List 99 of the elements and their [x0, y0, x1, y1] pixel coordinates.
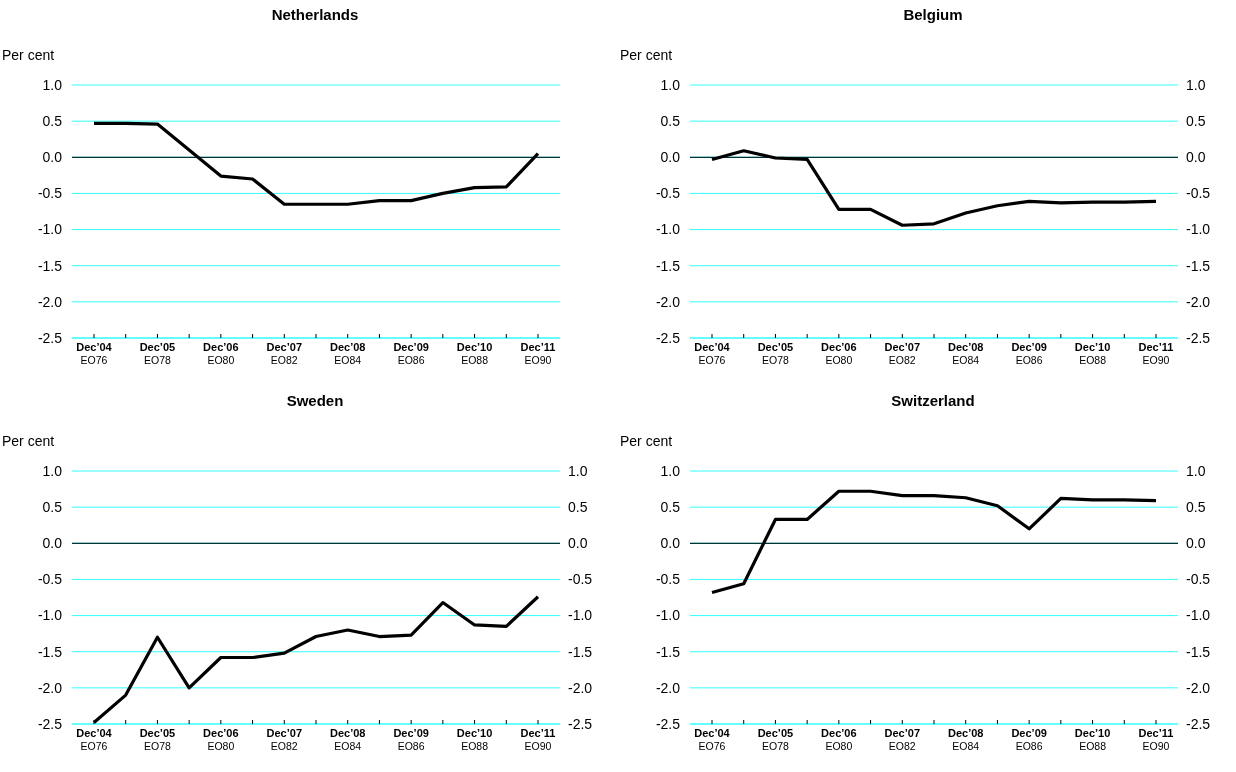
- x-tick-label: Dec’10 EO88: [456, 727, 493, 752]
- y2-tick-label: 0.0: [1186, 535, 1206, 552]
- y-tick-label: -2.0: [655, 293, 681, 310]
- y2-tick-label: 0.0: [568, 535, 588, 552]
- x-tick-label: Dec’08 EO84: [947, 727, 984, 752]
- x-tick-label: Dec’07 EO82: [266, 727, 303, 752]
- line-series: [710, 489, 1158, 595]
- y-tick-label: -2.5: [655, 329, 681, 346]
- x-tick-label: Dec’04 EO76: [694, 727, 731, 752]
- y2-tick-label: -2.5: [1186, 715, 1211, 732]
- y-tick-label: 0.0: [660, 535, 681, 552]
- x-tick-label: Dec’07 EO82: [884, 341, 921, 366]
- y-tick-label: -2.0: [655, 679, 681, 696]
- line-series: [92, 121, 540, 206]
- x-tick-label: Dec’05 EO78: [139, 341, 176, 366]
- chart-title: Netherlands: [271, 6, 359, 23]
- y-tick-label: 0.0: [42, 149, 63, 166]
- line-series: [710, 149, 1158, 227]
- x-tick-label: Dec’07 EO82: [884, 727, 921, 752]
- y-axis-title: Per cent: [620, 433, 673, 449]
- x-tick-label: Dec’09 EO86: [393, 727, 429, 752]
- y2-tick-label: -0.5: [568, 571, 593, 588]
- x-tick-label: Dec’08 EO84: [329, 341, 366, 366]
- y-tick-label: 0.0: [660, 149, 681, 166]
- y-tick-label: 0.5: [660, 113, 681, 130]
- y2-tick-label: -0.5: [1186, 185, 1211, 202]
- y2-tick-label: -2.5: [1186, 329, 1211, 346]
- x-tick-label: Dec’10 EO88: [456, 341, 493, 366]
- chart-title: Sweden: [286, 392, 344, 409]
- y-tick-label: 1.0: [660, 76, 681, 93]
- y-tick-label: -1.0: [37, 221, 63, 238]
- y-tick-label: -0.5: [655, 185, 681, 202]
- y-tick-label: -1.5: [655, 257, 681, 274]
- y-tick-label: -0.5: [655, 571, 681, 588]
- y-tick-label: 0.5: [42, 113, 63, 130]
- chart-title: Belgium: [903, 6, 963, 23]
- x-tick-label: Dec’11 EO90: [520, 341, 556, 366]
- y-axis-title: Per cent: [2, 433, 55, 449]
- x-tick-label: Dec’10 EO88: [1074, 727, 1111, 752]
- y2-tick-label: -1.0: [1186, 607, 1211, 624]
- y2-tick-label: -2.0: [568, 679, 593, 696]
- y2-tick-label: -2.0: [1186, 679, 1211, 696]
- x-tick-label: Dec’11 EO90: [1138, 727, 1174, 752]
- x-tick-label: Dec’08 EO84: [947, 341, 984, 366]
- y-tick-label: -1.0: [655, 607, 681, 624]
- y2-tick-label: 0.5: [1186, 113, 1206, 130]
- x-tick-label: Dec’06 EO80: [821, 727, 857, 752]
- y-tick-label: -1.5: [655, 643, 681, 660]
- y2-tick-label: -0.5: [1186, 571, 1211, 588]
- x-tick-label: Dec’04 EO76: [76, 727, 113, 752]
- x-tick-label: Dec’10 EO88: [1074, 341, 1111, 366]
- y2-tick-label: 0.5: [1186, 499, 1206, 516]
- y2-tick-label: 0.5: [568, 499, 588, 516]
- y2-tick-label: -1.0: [1186, 221, 1211, 238]
- y-tick-label: -1.5: [37, 257, 63, 274]
- x-tick-label: Dec’06 EO80: [203, 727, 239, 752]
- y-tick-label: -2.5: [37, 329, 63, 346]
- y2-tick-label: 1.0: [1186, 462, 1206, 479]
- y-tick-label: -1.0: [655, 221, 681, 238]
- x-tick-label: Dec’05 EO78: [757, 341, 794, 366]
- x-tick-label: Dec’06 EO80: [821, 341, 857, 366]
- y2-tick-label: 0.0: [1186, 149, 1206, 166]
- chart-title: Switzerland: [891, 392, 975, 409]
- x-tick-label: Dec’09 EO86: [393, 341, 429, 366]
- x-tick-label: Dec’05 EO78: [139, 727, 176, 752]
- y-tick-label: -0.5: [37, 571, 63, 588]
- y2-tick-label: -1.5: [1186, 643, 1211, 660]
- y2-tick-label: -1.5: [1186, 257, 1211, 274]
- y-tick-label: 0.5: [660, 499, 681, 516]
- y-tick-label: 1.0: [660, 462, 681, 479]
- y-tick-label: 0.0: [42, 535, 63, 552]
- y-axis-title: Per cent: [620, 47, 673, 63]
- x-tick-label: Dec’06 EO80: [203, 341, 239, 366]
- x-tick-label: Dec’07 EO82: [266, 341, 303, 366]
- y-tick-label: -0.5: [37, 185, 63, 202]
- y-tick-label: 1.0: [42, 76, 63, 93]
- y-tick-label: -2.0: [37, 293, 63, 310]
- y-tick-label: -1.0: [37, 607, 63, 624]
- y2-tick-label: -2.0: [1186, 293, 1211, 310]
- x-tick-label: Dec’08 EO84: [329, 727, 366, 752]
- y-tick-label: -2.0: [37, 679, 63, 696]
- y-tick-label: -1.5: [37, 643, 63, 660]
- y2-tick-label: 1.0: [1186, 76, 1206, 93]
- y-tick-label: -2.5: [37, 715, 63, 732]
- x-tick-label: Dec’09 EO86: [1011, 727, 1047, 752]
- x-tick-label: Dec’09 EO86: [1011, 341, 1047, 366]
- x-tick-label: Dec’11 EO90: [520, 727, 556, 752]
- y-axis-title: Per cent: [2, 47, 55, 63]
- y2-tick-label: 1.0: [568, 462, 588, 479]
- x-tick-label: Dec’11 EO90: [1138, 341, 1174, 366]
- y2-tick-label: -1.0: [568, 607, 593, 624]
- y2-tick-label: -2.5: [568, 715, 593, 732]
- y-tick-label: -2.5: [655, 715, 681, 732]
- x-tick-label: Dec’04 EO76: [76, 341, 113, 366]
- y-tick-label: 0.5: [42, 499, 63, 516]
- y-tick-label: 1.0: [42, 462, 63, 479]
- x-tick-label: Dec’05 EO78: [757, 727, 794, 752]
- y2-tick-label: -1.5: [568, 643, 593, 660]
- x-tick-label: Dec’04 EO76: [694, 341, 731, 366]
